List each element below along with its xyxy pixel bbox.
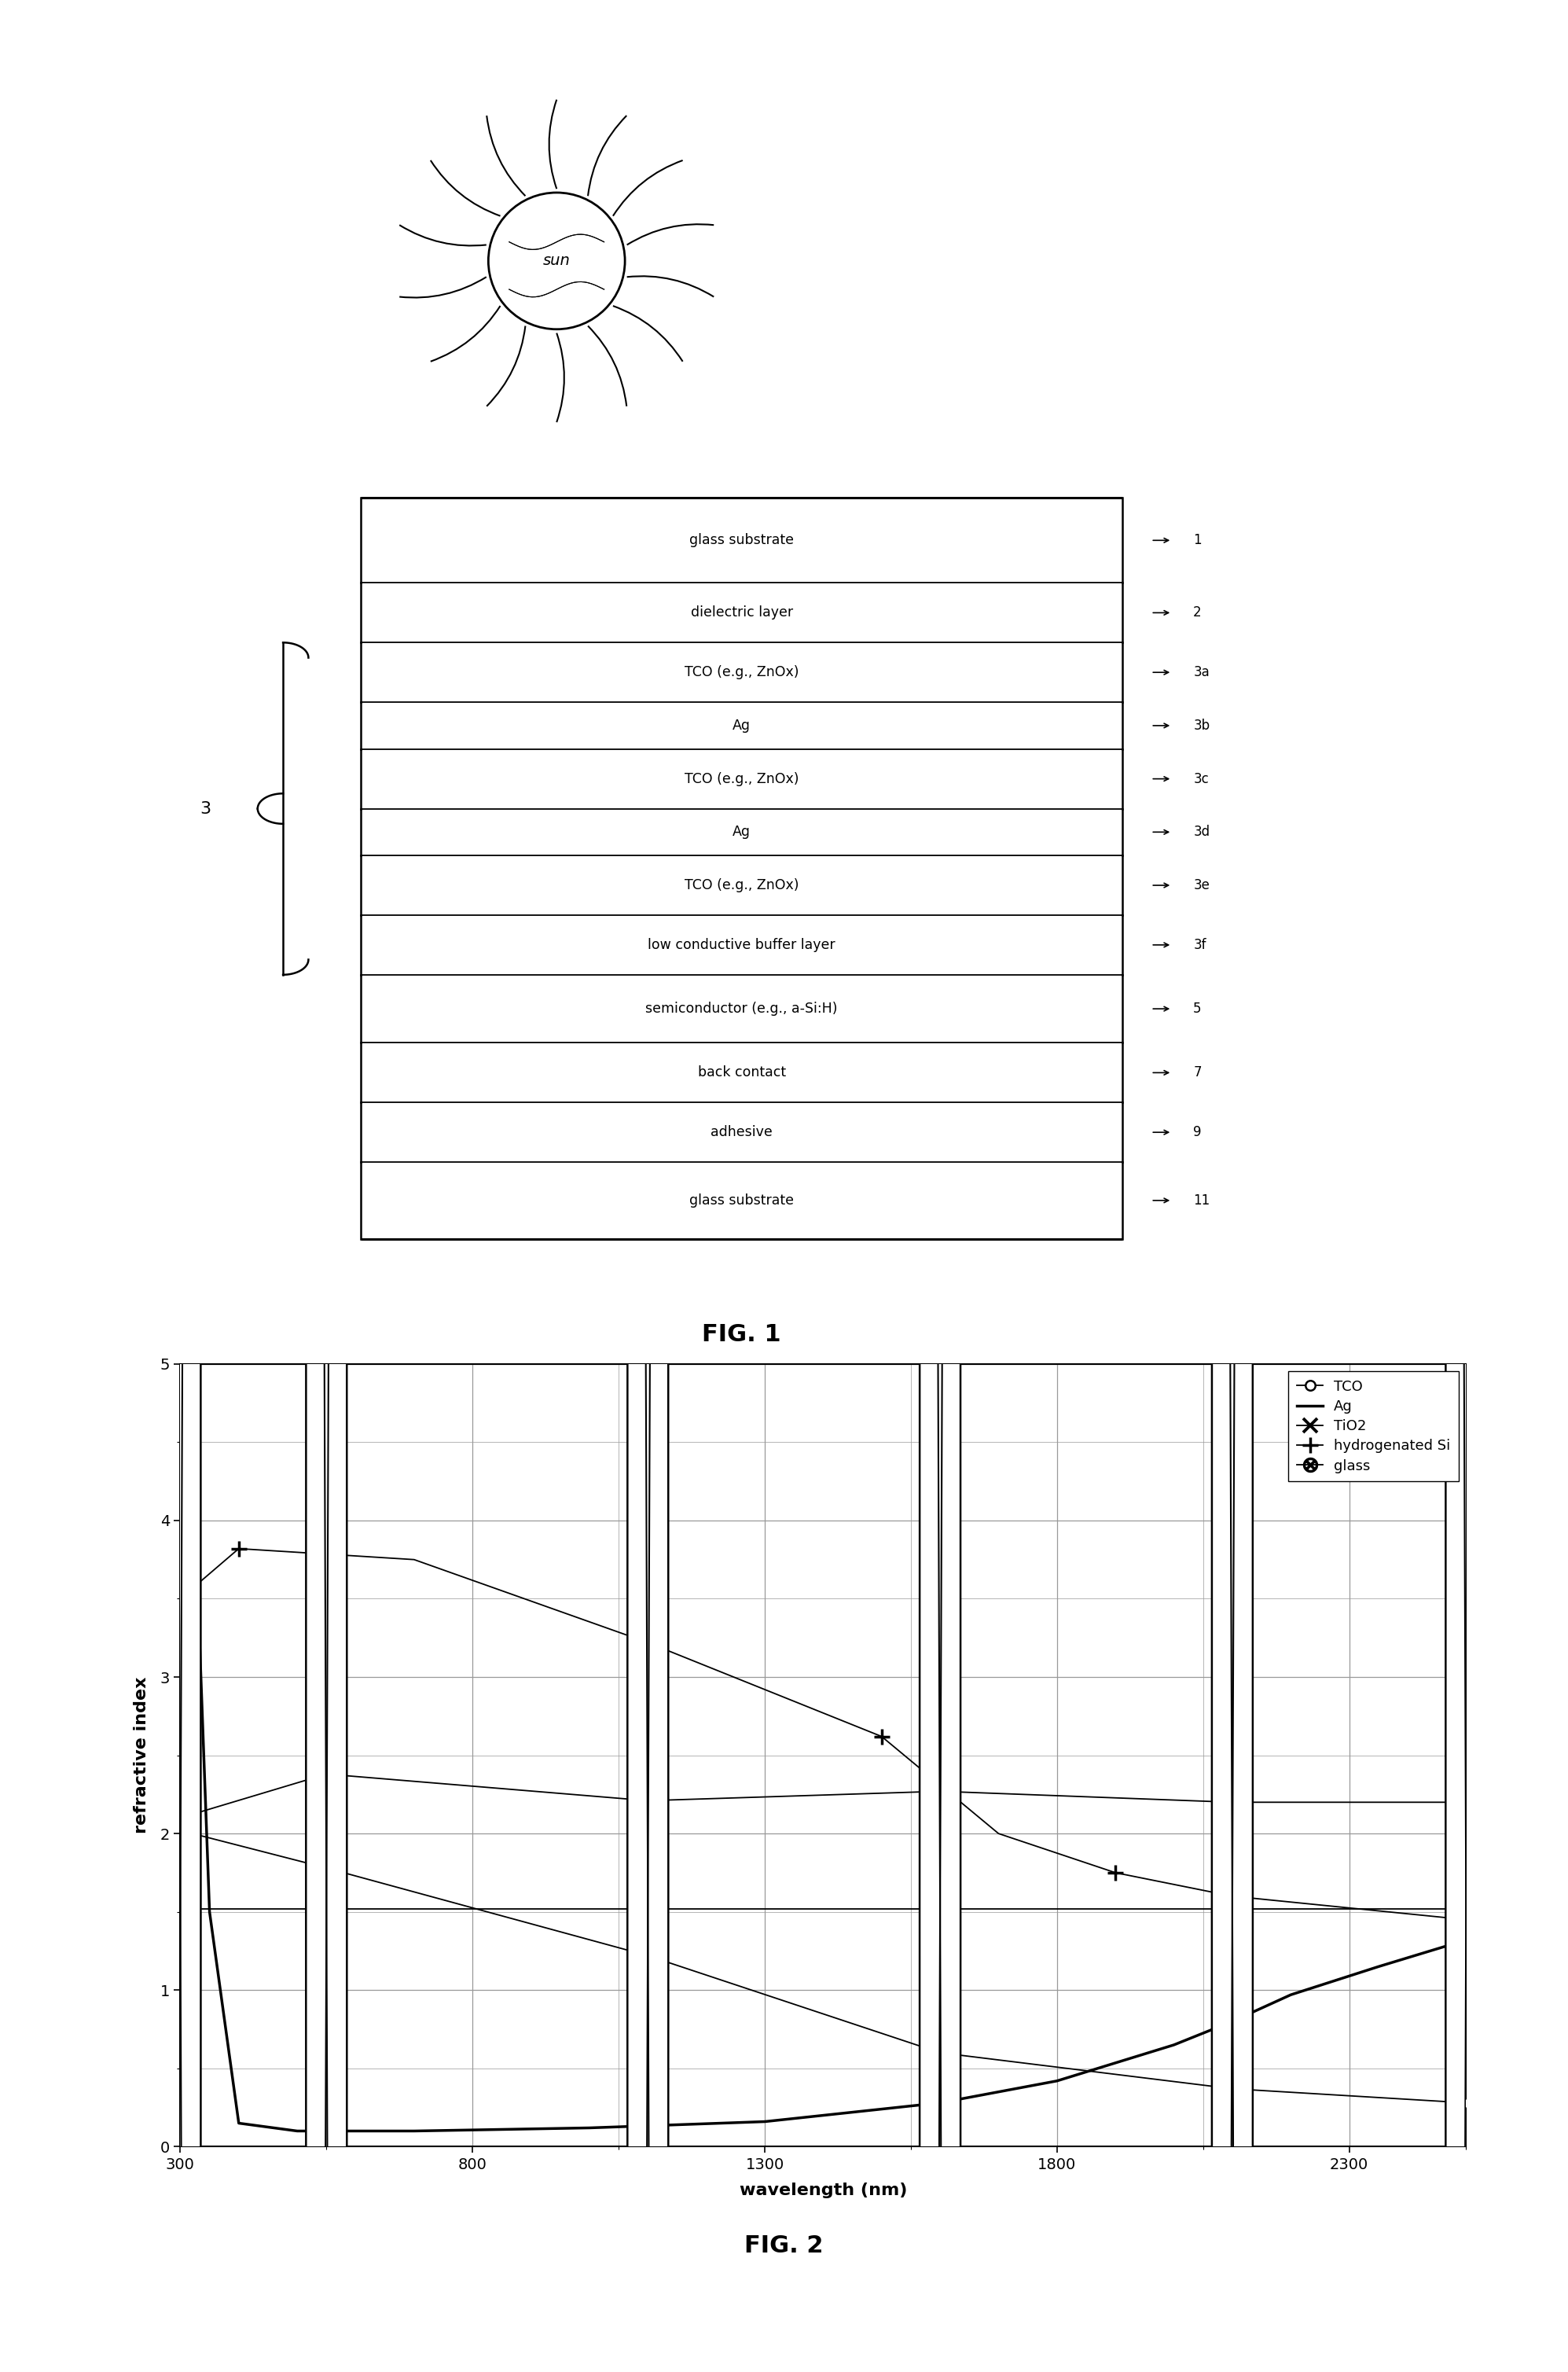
- Text: 1: 1: [1193, 534, 1201, 548]
- Text: 3: 3: [199, 802, 212, 816]
- Bar: [361, 809, 1123, 856]
- Text: TCO (e.g., ZnOx): TCO (e.g., ZnOx): [685, 878, 798, 892]
- Circle shape: [627, 0, 668, 2372]
- Ag: [1369, 1952, 1388, 1981]
- Ag: [1165, 2030, 1184, 2059]
- Bar: [361, 702, 1123, 750]
- Bar: [361, 584, 1123, 643]
- Ag: [931, 2090, 950, 2118]
- Text: semiconductor (e.g., a-Si:H): semiconductor (e.g., a-Si:H): [646, 1001, 837, 1015]
- Text: TCO (e.g., ZnOx): TCO (e.g., ZnOx): [685, 771, 798, 785]
- Bar: [361, 916, 1123, 975]
- Ag: [1223, 2007, 1242, 2035]
- Ag: [201, 1898, 220, 1926]
- Text: 11: 11: [1193, 1193, 1210, 1207]
- Text: FIG. 1: FIG. 1: [702, 1324, 781, 1345]
- Circle shape: [1446, 0, 1486, 2372]
- Ag: [229, 2109, 248, 2137]
- Text: 3b: 3b: [1193, 719, 1210, 733]
- Y-axis label: refractive index: refractive index: [133, 1677, 149, 1834]
- Line: TCO: TCO: [176, 1826, 1471, 2109]
- hydrogenated Si: [872, 1722, 891, 1751]
- Text: dielectric layer: dielectric layer: [690, 605, 793, 619]
- Bar: [361, 856, 1123, 916]
- Ag: [580, 2113, 599, 2142]
- hydrogenated Si: [638, 1627, 657, 1656]
- Text: 3e: 3e: [1193, 878, 1209, 892]
- Ag: [756, 2106, 775, 2135]
- Text: glass substrate: glass substrate: [690, 534, 793, 548]
- Bar: [361, 1044, 1123, 1103]
- Ag: [1047, 2066, 1066, 2094]
- hydrogenated Si: [1105, 1860, 1124, 1888]
- Ag: [1457, 1926, 1475, 1955]
- Text: FIG. 2: FIG. 2: [745, 2234, 823, 2258]
- Legend: TCO, Ag, TiO2, hydrogenated Si, glass: TCO, Ag, TiO2, hydrogenated Si, glass: [1289, 1371, 1458, 1482]
- Text: 7: 7: [1193, 1065, 1201, 1079]
- Ag: [405, 2116, 423, 2144]
- Text: Ag: Ag: [732, 825, 751, 840]
- Text: Ag: Ag: [732, 719, 751, 733]
- TiO2: [1457, 1788, 1475, 1817]
- TiO2: [317, 1760, 336, 1788]
- Bar: [361, 643, 1123, 702]
- Line: Ag: Ag: [180, 1435, 1466, 2130]
- Text: 5: 5: [1193, 1001, 1201, 1015]
- Text: TCO (e.g., ZnOx): TCO (e.g., ZnOx): [685, 664, 798, 678]
- TCO: [1223, 2076, 1242, 2104]
- Text: adhesive: adhesive: [710, 1124, 773, 1139]
- Ag: [171, 1584, 190, 1613]
- Text: 3f: 3f: [1193, 937, 1206, 951]
- Circle shape: [306, 0, 347, 2372]
- Circle shape: [160, 0, 201, 2372]
- TCO: [1457, 2090, 1475, 2118]
- X-axis label: wavelength (nm): wavelength (nm): [740, 2182, 906, 2199]
- Text: sun: sun: [543, 254, 571, 268]
- Text: 9: 9: [1193, 1124, 1201, 1139]
- Ag: [289, 2116, 307, 2144]
- Line: TiO2: TiO2: [172, 1767, 1474, 1824]
- Bar: [361, 750, 1123, 809]
- TiO2: [638, 1786, 657, 1815]
- TCO: [317, 1855, 336, 1883]
- Text: 3a: 3a: [1193, 664, 1209, 678]
- Text: 3d: 3d: [1193, 825, 1210, 840]
- Ellipse shape: [488, 192, 626, 330]
- Text: back contact: back contact: [698, 1065, 786, 1079]
- Text: glass substrate: glass substrate: [690, 1193, 793, 1207]
- TiO2: [1223, 1788, 1242, 1817]
- Text: 3c: 3c: [1193, 771, 1209, 785]
- TCO: [638, 1940, 657, 1969]
- Bar: [361, 1162, 1123, 1238]
- Circle shape: [919, 0, 961, 2372]
- Bar: [361, 1103, 1123, 1162]
- Ag: [182, 1421, 201, 1449]
- TiO2: [171, 1803, 190, 1831]
- TiO2: [931, 1777, 950, 1805]
- Bar: [361, 498, 1123, 584]
- Ag: [1281, 1981, 1300, 2009]
- Circle shape: [1212, 0, 1253, 2372]
- Text: low conductive buffer layer: low conductive buffer layer: [648, 937, 836, 951]
- Text: 2: 2: [1193, 605, 1201, 619]
- TCO: [931, 2038, 950, 2066]
- hydrogenated Si: [229, 1535, 248, 1563]
- TCO: [171, 1817, 190, 1845]
- Line: hydrogenated Si: hydrogenated Si: [230, 1542, 1123, 1881]
- Bar: [361, 975, 1123, 1044]
